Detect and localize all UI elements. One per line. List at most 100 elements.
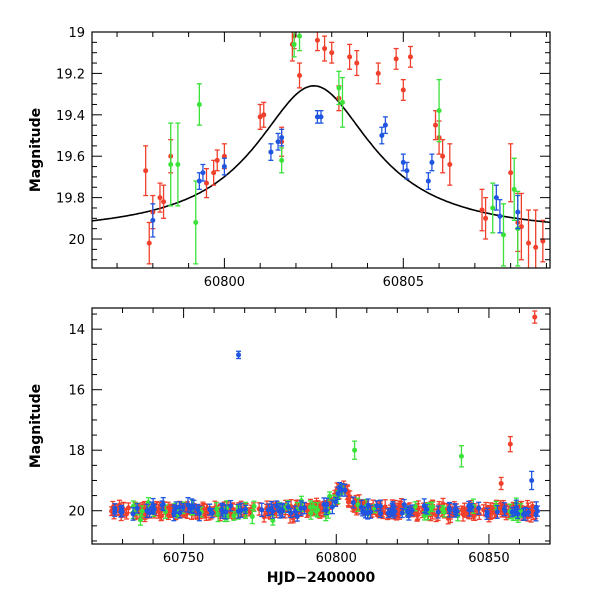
data-point-green-marker	[231, 513, 237, 519]
data-point-green-marker	[291, 41, 297, 47]
data-point-blue	[207, 503, 213, 516]
outlier-point-red-marker	[498, 480, 504, 486]
data-point-red	[261, 101, 267, 128]
data-point-blue	[493, 184, 499, 211]
data-point-green-marker	[327, 493, 333, 499]
data-point-blue-marker	[134, 505, 140, 511]
data-point-blue	[515, 194, 521, 230]
data-point-blue-marker	[425, 178, 431, 184]
data-point-red-marker	[440, 153, 446, 159]
outlier-point-red	[532, 310, 538, 324]
y-tick-label: 20	[68, 505, 85, 520]
data-point-green-marker	[139, 508, 145, 514]
data-point-blue	[365, 507, 371, 520]
data-point-red	[533, 209, 539, 268]
data-point-blue-marker	[329, 504, 335, 510]
y-tick-label: 14	[68, 323, 85, 338]
data-point-blue	[358, 499, 364, 515]
data-point-green-marker	[310, 504, 316, 510]
data-point-blue-marker	[196, 511, 202, 517]
data-point-blue	[285, 501, 291, 513]
data-point-red-marker	[382, 504, 388, 510]
data-point-red-marker	[533, 244, 539, 250]
data-point-blue-marker	[242, 506, 248, 512]
outlier-point-green-marker	[458, 453, 464, 459]
data-point-blue-marker	[392, 508, 398, 514]
plot-area	[92, 32, 550, 268]
y-tick-label: 19.2	[56, 67, 85, 82]
data-point-blue-marker	[476, 505, 482, 511]
y-tick-label: 16	[68, 384, 85, 399]
data-point-blue	[421, 498, 427, 514]
data-point-blue-marker	[314, 114, 320, 120]
data-point-green	[231, 510, 237, 521]
data-point-blue-marker	[502, 508, 508, 514]
data-point-red-marker	[447, 161, 453, 167]
data-point-blue	[525, 507, 531, 517]
outlier-point-green-marker	[352, 447, 358, 453]
data-point-red-marker	[146, 240, 152, 246]
data-point-green-marker	[500, 232, 506, 238]
data-point-red-marker	[479, 207, 485, 213]
data-point-blue-marker	[404, 168, 410, 174]
data-point-red-marker	[375, 70, 381, 76]
data-point-red-marker	[125, 505, 131, 511]
data-point-blue-marker	[515, 209, 521, 215]
data-point-blue-marker	[298, 505, 304, 511]
data-point-red	[433, 110, 438, 141]
data-point-green-marker	[441, 509, 447, 515]
x-tick-label: 60800	[316, 551, 357, 566]
data-point-green	[215, 506, 221, 523]
data-point-green-marker	[196, 101, 202, 107]
data-point-blue-marker	[259, 507, 265, 513]
data-point-blue	[279, 128, 285, 147]
data-point-blue-marker	[130, 511, 136, 517]
data-point-red	[204, 167, 209, 199]
data-point-red	[143, 145, 149, 197]
y-tick-label: 18	[68, 444, 85, 459]
data-point-red	[508, 143, 514, 203]
data-point-red	[211, 159, 217, 186]
data-point-blue	[534, 505, 540, 517]
data-point-blue	[399, 507, 405, 519]
data-point-blue-marker	[399, 510, 405, 516]
data-point-blue	[200, 163, 206, 182]
data-point-blue	[452, 503, 458, 515]
data-point-blue	[337, 481, 343, 493]
data-point-blue-marker	[429, 159, 435, 165]
data-point-blue-marker	[446, 505, 452, 511]
data-point-red-marker	[345, 496, 351, 502]
data-point-green	[313, 505, 319, 517]
data-point-blue	[276, 507, 282, 516]
data-point-red	[440, 138, 446, 174]
data-point-blue-marker	[159, 502, 165, 508]
data-point-red	[407, 45, 413, 68]
data-point-blue	[385, 508, 391, 519]
data-point-red-marker	[354, 60, 360, 66]
data-point-blue	[476, 501, 482, 515]
data-point-blue-marker	[525, 509, 531, 515]
data-point-red	[322, 35, 328, 62]
data-point-blue	[196, 172, 202, 190]
data-point-blue	[219, 502, 225, 517]
data-point-blue-marker	[405, 509, 411, 515]
data-point-blue-marker	[318, 114, 324, 120]
data-point-blue-marker	[400, 159, 406, 165]
data-point-blue-marker	[337, 484, 343, 490]
data-point-green-marker	[297, 33, 303, 39]
data-point-blue-marker	[374, 503, 380, 509]
data-point-blue-marker	[385, 510, 391, 516]
data-point-red-marker	[347, 54, 353, 60]
data-point-green	[436, 78, 442, 143]
data-point-red-marker	[400, 87, 406, 93]
data-point-red-marker	[393, 56, 399, 62]
data-point-blue	[484, 510, 490, 520]
zoomed-light-curve-panel: 60800 60805 19 19.2 19.4 19.6 19.8 20 Magnitude	[28, 26, 551, 290]
data-point-blue-marker	[409, 507, 415, 513]
data-point-green-marker	[339, 99, 345, 105]
x-tick-label: 60800	[204, 275, 245, 290]
data-point-blue-marker	[294, 513, 300, 519]
data-point-blue	[318, 110, 324, 124]
data-point-blue	[497, 199, 503, 234]
